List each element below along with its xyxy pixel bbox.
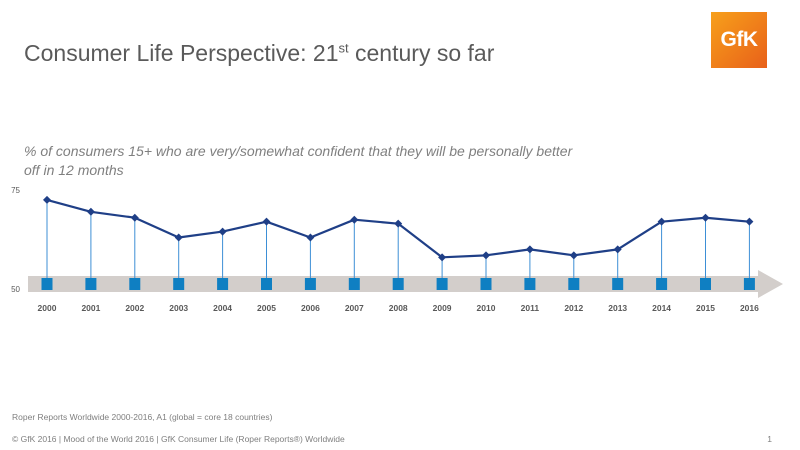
x-tick-label: 2005 — [257, 303, 276, 313]
data-point — [350, 215, 359, 224]
timeline-marker — [480, 278, 492, 290]
source-note: Roper Reports Worldwide 2000-2016, A1 (g… — [12, 412, 273, 422]
x-tick-label: 2000 — [38, 303, 57, 313]
data-point — [657, 217, 666, 226]
timeline-marker — [612, 278, 624, 290]
timeline-arrow — [28, 270, 783, 298]
x-tick-label: 2012 — [564, 303, 583, 313]
copyright-note: © GfK 2016 | Mood of the World 2016 | Gf… — [12, 434, 345, 444]
x-tick-label: 2006 — [301, 303, 320, 313]
data-point — [613, 245, 622, 254]
timeline-marker — [261, 278, 272, 290]
timeline-marker — [568, 278, 580, 290]
x-tick-label: 2015 — [696, 303, 715, 313]
page-title: Consumer Life Perspective: 21st century … — [24, 40, 494, 67]
data-point — [701, 213, 710, 222]
title-tail: century so far — [348, 40, 495, 66]
timeline-marker — [304, 278, 316, 290]
data-point — [394, 219, 403, 228]
data-point — [745, 217, 754, 226]
timeline-marker — [524, 278, 536, 290]
x-tick-label: 2002 — [125, 303, 144, 313]
timeline-marker — [700, 278, 711, 290]
timeline-marker — [217, 278, 229, 290]
data-point — [218, 227, 227, 236]
chart-subtitle: % of consumers 15+ who are very/somewhat… — [24, 143, 573, 178]
page-number: 1 — [767, 434, 772, 444]
data-point — [86, 207, 95, 216]
x-tick-label: 2009 — [433, 303, 452, 313]
timeline-marker — [743, 278, 755, 290]
timeline-marker — [436, 278, 448, 290]
x-tick-label: 2007 — [345, 303, 364, 313]
data-point — [438, 253, 447, 262]
data-point — [130, 213, 139, 222]
x-tick-label: 2013 — [608, 303, 627, 313]
data-point — [482, 251, 490, 260]
logo-text: GfK — [720, 28, 759, 51]
timeline-marker — [656, 278, 668, 290]
x-tick-label: 2008 — [389, 303, 408, 313]
data-point — [174, 233, 183, 242]
x-tick-label: 2011 — [521, 303, 540, 313]
x-tick-label: 2010 — [477, 303, 496, 313]
x-tick-label: 2003 — [169, 303, 188, 313]
timeline-marker — [85, 278, 97, 290]
title-superscript: st — [338, 40, 349, 56]
timeline-marker — [348, 278, 360, 290]
gfk-logo: GfK — [711, 12, 767, 68]
timeline-marker — [41, 278, 53, 290]
timeline-marker — [392, 278, 404, 290]
data-point — [262, 217, 271, 226]
title-main: Consumer Life Perspective: 21 — [24, 40, 339, 66]
data-point — [569, 251, 578, 260]
x-tick-label: 2016 — [740, 303, 759, 313]
x-tick-label: 2014 — [652, 303, 671, 313]
x-tick-label: 2004 — [213, 303, 232, 313]
x-tick-label: 2001 — [81, 303, 100, 313]
timeline-marker — [173, 278, 185, 290]
data-point — [306, 233, 315, 242]
y-tick-label: 75 — [11, 186, 20, 195]
timeline-marker — [129, 278, 141, 290]
data-point — [525, 245, 534, 254]
data-point — [43, 195, 51, 204]
y-tick-label: 50 — [11, 285, 20, 294]
